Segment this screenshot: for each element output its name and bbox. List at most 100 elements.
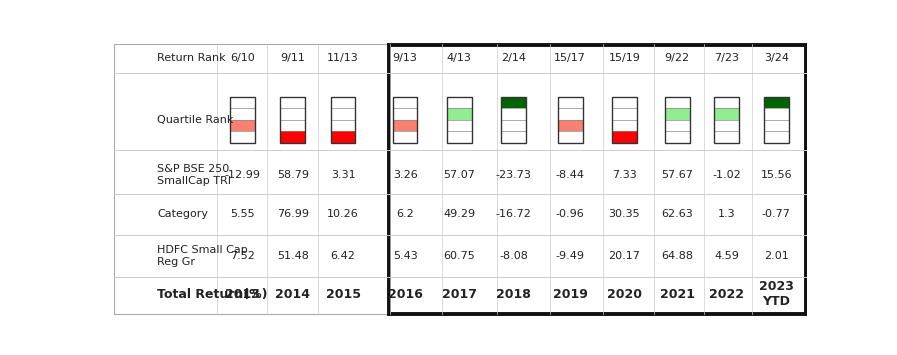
Text: 2022: 2022	[710, 288, 745, 301]
Text: 6/10: 6/10	[230, 53, 255, 63]
Text: 7.52: 7.52	[230, 251, 255, 261]
Text: 7/23: 7/23	[714, 53, 739, 63]
Bar	[230, 108, 255, 120]
Text: 57.07: 57.07	[443, 170, 475, 180]
Bar	[501, 97, 526, 108]
FancyBboxPatch shape	[114, 44, 806, 315]
Text: 11/13: 11/13	[327, 53, 359, 63]
Bar	[665, 120, 690, 131]
Text: -12.99: -12.99	[224, 170, 260, 180]
Bar	[612, 120, 637, 131]
Text: -23.73: -23.73	[496, 170, 532, 180]
Text: 57.67: 57.67	[661, 170, 693, 180]
Bar	[665, 108, 690, 120]
Bar	[393, 131, 417, 143]
Text: Quartile Rank: Quartile Rank	[157, 115, 233, 125]
Text: 20.17: 20.17	[608, 251, 640, 261]
Text: Total Return(%): Total Return(%)	[157, 288, 267, 301]
Bar	[501, 131, 526, 143]
Text: 4/13: 4/13	[447, 53, 472, 63]
Bar	[447, 108, 472, 120]
Bar	[558, 108, 582, 120]
Text: 3.26: 3.26	[393, 170, 417, 180]
Bar	[280, 108, 305, 120]
Text: 2.01: 2.01	[764, 251, 788, 261]
Text: 9/22: 9/22	[665, 53, 690, 63]
Text: 2/14: 2/14	[501, 53, 526, 63]
Text: 9/11: 9/11	[280, 53, 305, 63]
Bar	[558, 131, 582, 143]
Text: 15/19: 15/19	[608, 53, 640, 63]
Text: 10.26: 10.26	[327, 209, 359, 219]
Bar	[665, 131, 690, 143]
Text: 6.2: 6.2	[396, 209, 414, 219]
Text: 2021: 2021	[659, 288, 694, 301]
Text: 51.48: 51.48	[277, 251, 309, 261]
Text: -16.72: -16.72	[496, 209, 532, 219]
Bar	[280, 97, 305, 108]
Text: 3/24: 3/24	[764, 53, 788, 63]
Bar	[665, 97, 690, 108]
Bar	[331, 120, 355, 131]
Text: 30.35: 30.35	[608, 209, 640, 219]
FancyBboxPatch shape	[388, 45, 806, 315]
Bar	[280, 131, 305, 143]
Text: 76.99: 76.99	[276, 209, 309, 219]
Text: HDFC Small Cap
Reg Gr: HDFC Small Cap Reg Gr	[157, 245, 248, 267]
Text: 2019: 2019	[553, 288, 588, 301]
Text: 62.63: 62.63	[661, 209, 693, 219]
Text: 5.43: 5.43	[393, 251, 417, 261]
Bar	[764, 97, 788, 108]
Text: -0.77: -0.77	[762, 209, 791, 219]
Text: 15.56: 15.56	[761, 170, 792, 180]
Bar	[714, 131, 739, 143]
Bar	[612, 108, 637, 120]
Bar	[558, 97, 582, 108]
Bar	[764, 120, 788, 131]
Text: 2014: 2014	[275, 288, 310, 301]
Text: 60.75: 60.75	[443, 251, 475, 261]
Bar	[558, 120, 582, 131]
Bar	[331, 97, 355, 108]
Text: 58.79: 58.79	[276, 170, 309, 180]
Text: 2018: 2018	[496, 288, 531, 301]
Bar	[764, 131, 788, 143]
Bar	[714, 108, 739, 120]
Text: 2017: 2017	[442, 288, 477, 301]
Text: 2013: 2013	[225, 288, 260, 301]
Text: -8.08: -8.08	[499, 251, 528, 261]
Text: 2015: 2015	[326, 288, 361, 301]
Bar	[447, 120, 472, 131]
Bar	[331, 108, 355, 120]
Text: 2020: 2020	[607, 288, 642, 301]
Text: -1.02: -1.02	[712, 170, 741, 180]
Bar	[280, 120, 305, 131]
Text: Return Rank: Return Rank	[157, 53, 226, 63]
Bar	[714, 97, 739, 108]
Text: S&P BSE 250
SmallCap TRI: S&P BSE 250 SmallCap TRI	[157, 164, 231, 186]
Text: 3.31: 3.31	[331, 170, 355, 180]
Text: 64.88: 64.88	[661, 251, 693, 261]
Bar	[230, 131, 255, 143]
Bar	[501, 120, 526, 131]
Bar	[447, 97, 472, 108]
Text: 7.33: 7.33	[612, 170, 637, 180]
Bar	[447, 131, 472, 143]
Bar	[393, 120, 417, 131]
Text: 9/13: 9/13	[393, 53, 417, 63]
Text: -8.44: -8.44	[555, 170, 585, 180]
Bar	[714, 120, 739, 131]
Bar	[501, 108, 526, 120]
Text: -9.49: -9.49	[555, 251, 585, 261]
Text: 5.55: 5.55	[230, 209, 255, 219]
Bar	[764, 108, 788, 120]
Bar	[612, 131, 637, 143]
Bar	[230, 120, 255, 131]
Bar	[393, 97, 417, 108]
Text: 1.3: 1.3	[718, 209, 736, 219]
Text: 49.29: 49.29	[443, 209, 475, 219]
Text: 4.59: 4.59	[714, 251, 739, 261]
Bar	[331, 131, 355, 143]
Bar	[612, 97, 637, 108]
Text: 2016: 2016	[388, 288, 422, 301]
